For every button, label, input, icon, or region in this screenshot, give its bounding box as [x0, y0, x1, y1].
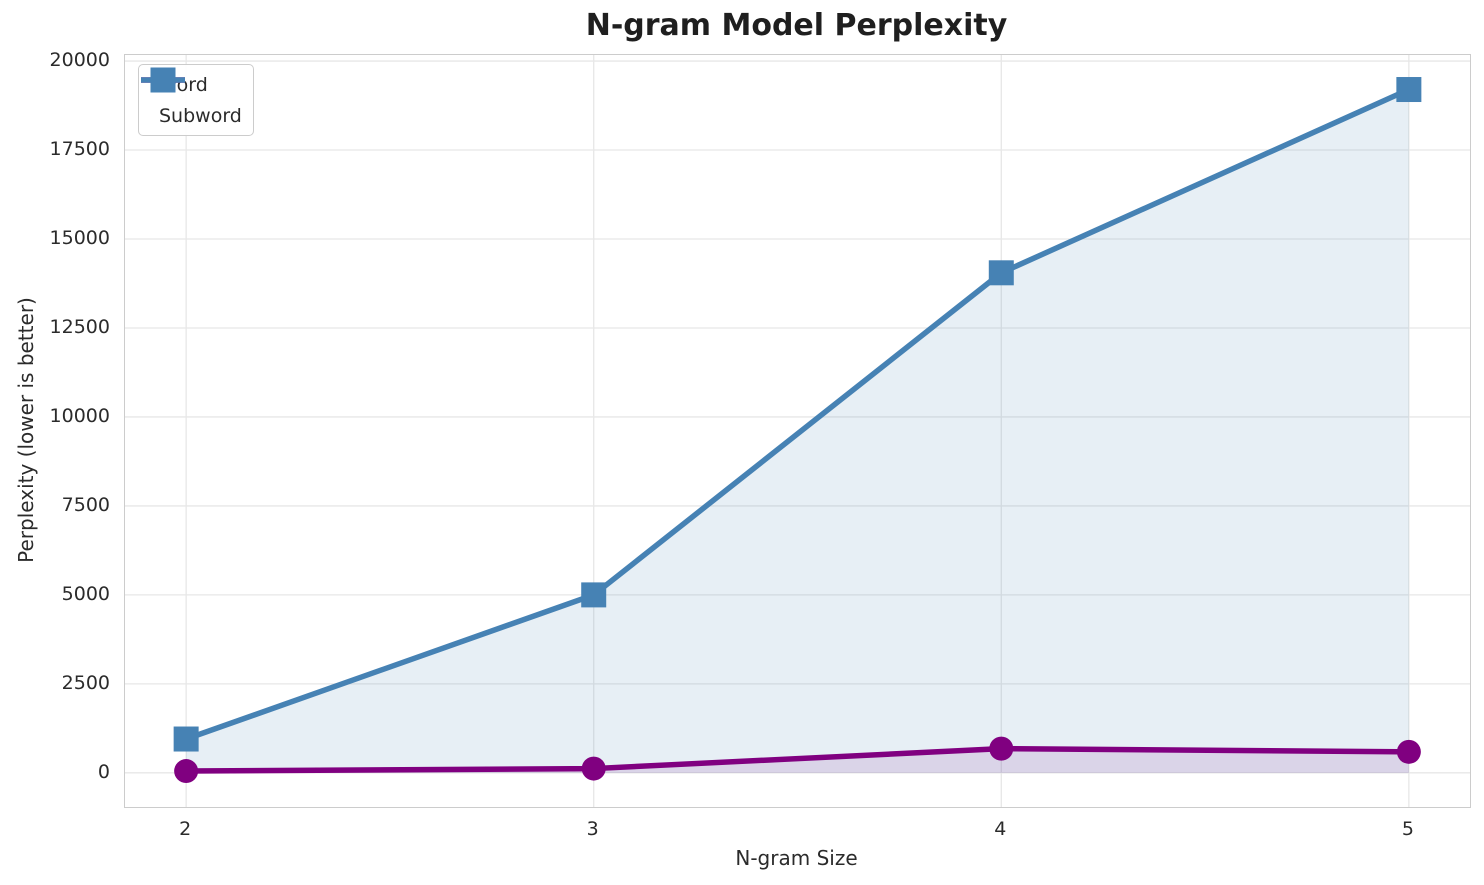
- subword-line: [183, 86, 1412, 742]
- word-marker: [1396, 739, 1421, 764]
- x-tick-label: 3: [586, 818, 599, 840]
- word-marker: [989, 736, 1014, 761]
- x-tick-label: 2: [179, 818, 192, 840]
- word-marker: [174, 759, 199, 784]
- y-tick-label: 17500: [49, 138, 110, 161]
- legend-item-subword: Subword: [141, 67, 242, 131]
- x-axis-label: N-gram Size: [735, 846, 858, 870]
- chart-canvas: [125, 55, 1470, 807]
- subword-legend-marker-icon: [141, 67, 185, 93]
- subword-marker: [173, 726, 199, 752]
- y-tick-label: 12500: [49, 315, 110, 338]
- legend-label: Subword: [159, 104, 242, 127]
- y-tick-label: 0: [97, 760, 110, 783]
- subword-area-fill: [186, 89, 1409, 773]
- y-tick-label: 7500: [61, 493, 110, 516]
- y-tick-label: 20000: [49, 49, 110, 72]
- y-tick-label: 2500: [61, 671, 110, 694]
- legend: Word Subword: [138, 64, 254, 136]
- plot-area: Word Subword: [124, 54, 1471, 808]
- chart-title: N-gram Model Perplexity: [585, 8, 1008, 43]
- subword-marker: [1396, 77, 1422, 103]
- y-tick-label: 5000: [61, 582, 110, 605]
- y-tick-label: 15000: [49, 226, 110, 249]
- word-marker: [581, 756, 606, 781]
- subword-marker: [988, 260, 1014, 286]
- x-tick-label: 5: [1401, 818, 1414, 840]
- y-tick-label: 10000: [49, 404, 110, 427]
- subword-marker: [581, 582, 607, 608]
- word-line: [183, 745, 1412, 774]
- x-tick-label: 4: [994, 818, 1007, 840]
